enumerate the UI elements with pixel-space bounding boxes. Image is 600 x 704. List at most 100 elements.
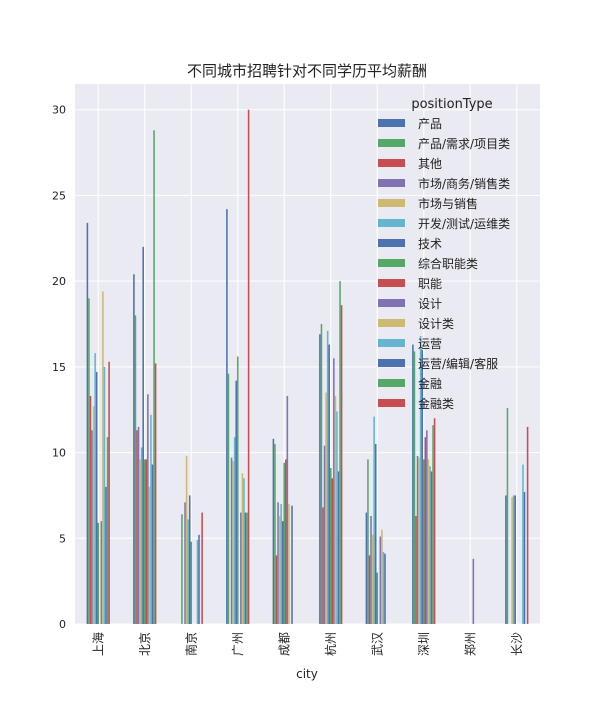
- bar: [418, 457, 420, 624]
- bar: [94, 353, 96, 624]
- bar: [322, 507, 324, 624]
- bar: [472, 558, 475, 624]
- bar: [153, 130, 155, 625]
- bar: [413, 351, 416, 624]
- bar: [382, 552, 385, 624]
- bar: [412, 344, 414, 624]
- legend-label: 产品/需求/项目类: [418, 137, 510, 151]
- bar: [421, 349, 423, 624]
- bar: [323, 445, 326, 624]
- legend-swatch: [378, 299, 405, 307]
- bar: [142, 246, 144, 624]
- bar: [244, 512, 247, 624]
- bar: [88, 298, 90, 624]
- bar: [280, 504, 282, 624]
- bar: [433, 418, 436, 624]
- bar: [188, 495, 191, 624]
- bar: [91, 430, 93, 624]
- y-tick-label: 20: [52, 275, 66, 288]
- bars: [86, 109, 529, 625]
- bar: [143, 459, 146, 624]
- x-tick-label: 郑州: [462, 632, 477, 656]
- bar: [105, 486, 107, 624]
- bar: [236, 356, 239, 624]
- legend-label: 运营: [418, 337, 442, 351]
- x-tick-label: 南京: [183, 632, 198, 656]
- bar: [227, 373, 230, 624]
- bar: [426, 430, 428, 624]
- bar: [285, 459, 287, 624]
- bar: [326, 330, 329, 624]
- bar: [275, 555, 278, 624]
- bar: [512, 495, 515, 624]
- legend-label: 职能: [418, 277, 442, 291]
- legend-label: 其他: [418, 157, 442, 171]
- bar: [136, 430, 138, 624]
- bar: [511, 497, 513, 624]
- bar: [424, 437, 427, 624]
- bar: [150, 414, 152, 624]
- legend-label: 市场与销售: [418, 196, 478, 211]
- x-tick-label: 北京: [138, 632, 152, 656]
- bar: [137, 426, 140, 624]
- bar: [365, 512, 368, 624]
- legend-title: positionType: [411, 97, 492, 112]
- bar: [139, 459, 141, 624]
- bar: [416, 456, 419, 624]
- bar: [432, 425, 434, 624]
- bar: [281, 521, 284, 624]
- x-tick-label: 上海: [90, 632, 105, 656]
- bar: [381, 529, 383, 624]
- bar: [240, 512, 242, 624]
- bar: [154, 363, 157, 624]
- bar: [92, 406, 95, 624]
- legend-label: 产品: [418, 117, 442, 131]
- x-tick-label: 深圳: [417, 632, 431, 656]
- bar: [100, 521, 103, 624]
- bar: [241, 473, 244, 624]
- legend-label: 金融: [418, 376, 442, 391]
- bar: [367, 459, 369, 624]
- bar: [336, 411, 338, 624]
- bar: [102, 291, 104, 624]
- bar: [151, 464, 154, 624]
- y-tick-label: 30: [52, 104, 66, 117]
- legend-label: 金融类: [418, 396, 454, 411]
- bar: [430, 471, 433, 624]
- bar: [145, 459, 148, 624]
- y-tick-label: 10: [52, 447, 66, 460]
- bar: [140, 447, 143, 624]
- bar: [148, 486, 151, 624]
- bar: [95, 372, 98, 624]
- bar: [505, 495, 507, 624]
- x-tick-label: 广州: [231, 632, 245, 656]
- bar: [246, 512, 248, 624]
- bar: [514, 495, 516, 624]
- x-tick-labels: 上海 北京 南京 广州 成都 杭州 武汉 深圳 郑州 长沙: [90, 632, 524, 656]
- legend-label: 市场/商务/销售类: [418, 176, 510, 191]
- x-tick-label: 武汉: [370, 632, 384, 656]
- bar: [190, 541, 193, 624]
- bar: [422, 459, 425, 624]
- bar: [134, 315, 137, 624]
- bar: [243, 478, 245, 624]
- legend-label: 综合职能类: [418, 256, 478, 271]
- legend-label: 开发/测试/运维类: [418, 216, 510, 231]
- legend: positionType 产品产品/需求/项目类其他市场/商务/销售类市场与销售…: [378, 97, 510, 411]
- bar: [277, 502, 279, 624]
- legend-label: 运营/编辑/客服: [418, 356, 498, 371]
- bar: [325, 392, 327, 624]
- legend-swatch: [378, 319, 405, 327]
- legend-label: 设计: [418, 297, 442, 311]
- bar: [368, 555, 371, 624]
- bar: [522, 464, 524, 624]
- bar: [427, 459, 430, 624]
- bar: [379, 536, 382, 624]
- bar: [376, 572, 379, 624]
- legend-swatch: [378, 259, 405, 267]
- legend-label: 设计类: [418, 317, 454, 331]
- y-tick-label: 0: [59, 618, 66, 631]
- bar: [370, 516, 372, 624]
- bar: [288, 504, 290, 624]
